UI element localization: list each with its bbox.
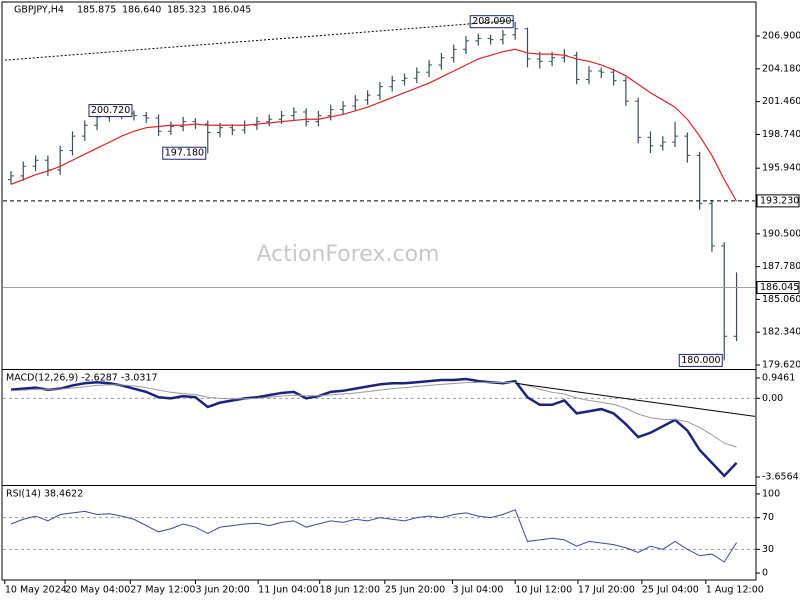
trendline: [515, 382, 756, 417]
x-tick-label: 18 Jun 12:00: [320, 585, 380, 596]
chart-frame: [1, 1, 757, 581]
ohlc-value: 186.640: [122, 5, 161, 16]
x-tick-label: 25 Jul 04:00: [642, 585, 699, 596]
x-tick-label: 1 Aug 12:00: [706, 585, 764, 596]
level-label: 186.045: [760, 282, 799, 293]
indicator-line: [10, 381, 737, 448]
y-tick-label: 182.340: [762, 327, 800, 338]
annotation-box: [162, 146, 207, 160]
y-tick-label: 0.9461: [762, 372, 795, 383]
panel-title: MACD(12,26,9) -2.6287 -3.0317: [6, 373, 158, 384]
y-tick-label: 190.500: [762, 228, 800, 239]
x-tick-label: 27 May 12:00: [130, 585, 195, 596]
y-tick-label: 198.740: [762, 129, 800, 140]
ohlc-value: 185.875: [77, 5, 116, 16]
y-tick-label: 187.780: [762, 261, 800, 272]
chart-title: GBPJPY,H4: [14, 5, 64, 16]
y-tick-label: 0: [762, 568, 768, 579]
x-tick-label: 25 Jun 20:00: [385, 585, 445, 596]
level-label-box: [756, 281, 800, 295]
annotation: 200.720: [91, 105, 130, 116]
y-tick-label: 204.180: [762, 63, 800, 74]
y-tick-label: 201.460: [762, 96, 800, 107]
indicator-line: [10, 377, 738, 478]
y-tick-label: 100: [762, 488, 780, 499]
y-tick-label: 70: [762, 512, 774, 523]
x-tick-label: 3 Jun 20:00: [195, 585, 249, 596]
y-tick-label: 179.620: [762, 359, 800, 370]
level-label: 193.230: [760, 195, 799, 206]
x-tick-label: 20 May 04:00: [65, 585, 130, 596]
indicator-line: [10, 509, 737, 563]
annotation: 180.000: [681, 355, 720, 366]
annotation-box: [88, 104, 133, 118]
moving-average: [10, 48, 738, 202]
y-tick-label: 0.00: [762, 393, 783, 404]
y-tick-label: 30: [762, 544, 774, 555]
level-label-box: [756, 194, 800, 208]
annotation-box: [469, 15, 514, 29]
x-tick-label: 10 May 2024: [5, 585, 67, 596]
y-tick-label: 195.940: [762, 163, 800, 174]
x-tick-label: 17 Jul 20:00: [578, 585, 635, 596]
x-tick-label: 3 Jul 04:00: [452, 585, 503, 596]
y-tick-label: -3.6564: [762, 472, 799, 483]
y-tick-label: 206.900: [762, 31, 800, 42]
ohlc-value: 186.045: [212, 5, 251, 16]
annotation: 197.180: [165, 148, 204, 159]
x-tick-label: 11 Jun 04:00: [258, 585, 318, 596]
annotation-box: [678, 353, 723, 367]
ohlc-value: 185.323: [167, 5, 206, 16]
y-tick-label: 185.060: [762, 294, 800, 305]
panel-title: RSI(14) 38.4622: [6, 489, 83, 500]
x-tick-label: 10 Jul 12:00: [515, 585, 572, 596]
trendline: [4, 19, 516, 61]
watermark: ActionForex.com: [257, 242, 440, 267]
